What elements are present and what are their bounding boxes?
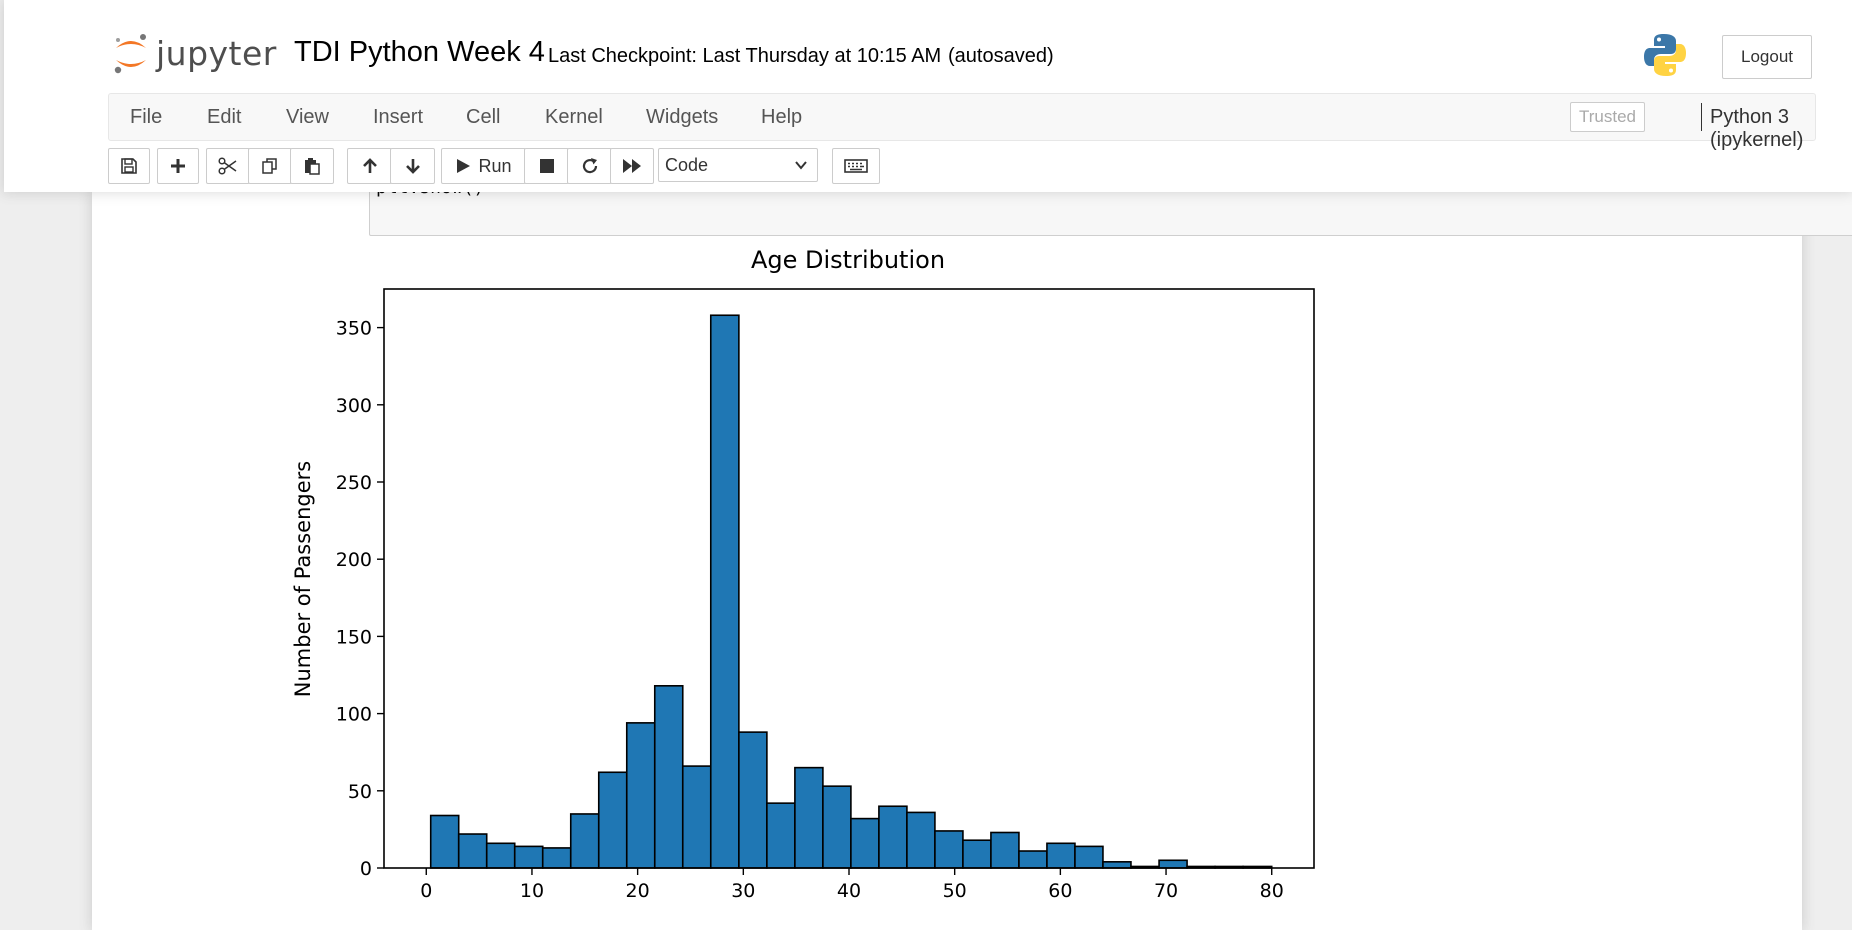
histogram-bar: [681, 765, 712, 869]
y-tick-label: 300: [336, 395, 372, 417]
command-palette-button[interactable]: [832, 148, 880, 184]
copy-icon: [262, 158, 277, 174]
x-tick-label: 10: [520, 880, 544, 902]
jupyter-logo[interactable]: jupyter: [112, 30, 277, 76]
histogram-bar: [962, 839, 992, 869]
cell-type-value: Code: [665, 154, 709, 175]
x-tick-label: 60: [1048, 880, 1072, 902]
histogram-bar: [485, 842, 516, 869]
restart-run-all-button[interactable]: [610, 148, 654, 184]
histogram-bar: [429, 814, 460, 869]
run-icon: [457, 159, 471, 173]
plus-icon: [171, 159, 185, 173]
histogram-bar: [625, 722, 656, 869]
chart-title: Age Distribution: [751, 246, 945, 274]
histogram-bar: [709, 314, 740, 869]
x-tick-label: 40: [837, 880, 861, 902]
histogram-bar: [1074, 845, 1104, 869]
menubar: File Edit View Insert Cell Kernel Widget…: [108, 93, 1816, 151]
histogram-bar: [1158, 859, 1188, 869]
kernel-name[interactable]: Python 3 (ipykernel): [1710, 106, 1804, 151]
menu-edit[interactable]: Edit: [207, 106, 242, 128]
plot-frame: [383, 288, 1315, 869]
move-down-button[interactable]: [390, 148, 435, 184]
y-tick-label: 100: [336, 704, 372, 726]
autosave-status: (autosaved): [948, 45, 1054, 67]
menu-file[interactable]: File: [130, 106, 163, 128]
keyboard-icon: [844, 159, 868, 173]
histogram-bar: [906, 811, 936, 869]
menu-insert[interactable]: Insert: [373, 106, 424, 128]
age-histogram-chart: Age Distribution Number of Passengers 0 5…: [291, 246, 1315, 902]
y-tick-label: 200: [336, 549, 372, 571]
histogram-bars: [429, 314, 1273, 869]
histogram-bar: [653, 685, 684, 869]
arrow-down-icon: [405, 159, 420, 174]
trusted-badge[interactable]: Trusted: [1570, 102, 1646, 132]
histogram-bar: [457, 833, 488, 869]
checkpoint-status: Last Checkpoint: Last Thursday at 10:15 …: [548, 45, 942, 67]
histogram-bar: [569, 813, 600, 869]
histogram-bar: [990, 831, 1020, 869]
jupyter-logo-text: jupyter: [156, 33, 277, 73]
x-tick-label: 0: [420, 880, 432, 902]
cut-button[interactable]: [206, 148, 250, 184]
restart-icon: [582, 158, 597, 174]
paste-button[interactable]: [290, 148, 334, 184]
insert-cell-button[interactable]: [157, 148, 199, 184]
histogram-bar: [597, 771, 628, 869]
y-tick-label: 0: [360, 858, 372, 880]
histogram-bar: [1046, 842, 1076, 869]
histogram-bar: [934, 830, 964, 869]
kernel-separator: [1701, 103, 1702, 131]
chevron-down-icon: [795, 161, 807, 170]
x-tick-label: 80: [1260, 880, 1284, 902]
x-tick-label: 20: [626, 880, 650, 902]
y-tick-label: 250: [336, 472, 372, 494]
y-axis-ticks: 0 50 100 150 200 250 300 350: [336, 318, 384, 880]
python-logo-icon: [1644, 34, 1686, 76]
histogram-bar: [738, 731, 768, 869]
cut-icon: [218, 157, 237, 175]
x-axis-ticks: 0 10 20 30 40 50 60 70 80: [420, 868, 1284, 902]
menu-view[interactable]: View: [286, 106, 329, 128]
run-button-label: Run: [478, 155, 512, 176]
histogram-bar: [513, 845, 544, 869]
interrupt-button[interactable]: [524, 148, 569, 184]
menu-kernel[interactable]: Kernel: [545, 106, 603, 128]
histogram-bar: [794, 766, 824, 869]
menu-help[interactable]: Help: [761, 106, 803, 128]
menu-cell[interactable]: Cell: [466, 106, 501, 128]
y-tick-label: 50: [348, 781, 372, 803]
logout-button[interactable]: Logout: [1722, 35, 1812, 79]
jupyter-logo-icon: [114, 34, 146, 74]
x-tick-label: 70: [1154, 880, 1178, 902]
histogram-bar: [822, 785, 852, 869]
arrow-up-icon: [362, 158, 377, 173]
x-tick-label: 50: [943, 880, 967, 902]
y-tick-label: 150: [336, 626, 372, 648]
histogram-bar: [878, 805, 908, 869]
restart-button[interactable]: [567, 148, 612, 184]
save-button[interactable]: [108, 148, 150, 184]
run-button[interactable]: Run: [441, 148, 526, 184]
notebook-title[interactable]: TDI Python Week 4: [294, 36, 545, 68]
cell-type-select[interactable]: Code: [658, 148, 818, 182]
save-icon: [121, 158, 137, 174]
y-axis-label: Number of Passengers: [291, 461, 315, 697]
menu-widgets[interactable]: Widgets: [646, 106, 719, 128]
histogram-bar: [1018, 850, 1048, 869]
histogram-bar: [1102, 861, 1132, 869]
copy-button[interactable]: [248, 148, 292, 184]
histogram-bar: [541, 847, 572, 869]
histogram-bar: [850, 817, 880, 869]
stop-icon: [539, 159, 554, 173]
y-tick-label: 350: [336, 318, 372, 340]
fast-forward-icon: [623, 159, 641, 173]
site-header: jupyter TDI Python Week 4 Last Checkpoin…: [4, 0, 1852, 192]
x-tick-label: 30: [731, 880, 755, 902]
histogram-bar: [766, 802, 796, 869]
paste-icon: [305, 158, 320, 175]
move-up-button[interactable]: [347, 148, 392, 184]
